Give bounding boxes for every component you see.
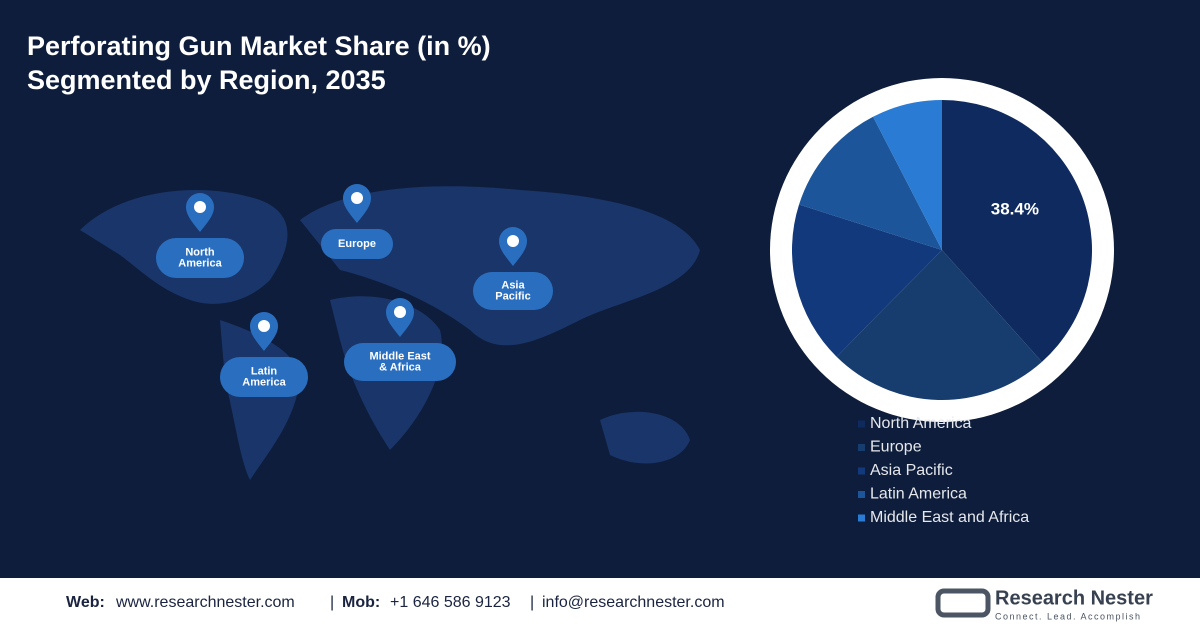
region-label: Asia [501,279,525,291]
pie-slice [799,116,942,250]
footer-contacts: Web: www.researchnester.com | Mob: +1 64… [66,594,725,611]
chart-subtitle: Segmented by Region, 2035 [27,65,386,95]
footer-email: info@researchnester.com [542,594,725,611]
footer-mob: +1 646 586 9123 [390,594,511,611]
region-pill [156,238,244,278]
legend-swatch [858,491,865,498]
region-label: Pacific [495,290,530,302]
region-pill [321,229,393,259]
data-label: 38.4% [991,200,1039,219]
legend-label: Latin America [870,486,967,503]
legend-label: Asia Pacific [870,462,953,479]
pie-slice [873,100,942,250]
region-label: Europe [338,238,376,250]
footer-separator: | [330,594,334,611]
pie-slice [792,204,942,357]
footer-label: Web: [66,594,105,611]
region-label: America [178,257,222,269]
pin-dot [258,320,270,332]
region-label: Latin [251,365,278,377]
legend-label: North America [870,415,971,432]
pin-dot [194,201,206,213]
region-label: North [185,246,215,258]
legend-label: Middle East and Africa [870,509,1029,526]
legend-swatch [858,514,865,522]
pin-dot [351,192,363,204]
region-pill [473,272,553,310]
region-label: America [242,376,286,388]
region-label: Middle East [369,350,430,362]
brand: Research Nester [995,587,1153,609]
region-label: & Africa [379,361,422,373]
legend-label: Europe [870,439,922,456]
footer [0,578,1200,628]
pie-slice [942,100,1092,362]
legend-swatch [858,467,865,475]
logo-icon [935,588,991,618]
tagline: Connect. Lead. Accomplish [995,611,1142,621]
pin-dot [394,306,406,318]
legend-swatch [858,444,865,451]
chart-title: Perforating Gun Market Share (in %) [27,31,491,61]
footer-separator: | [530,594,534,611]
footer-label: Mob: [342,594,380,611]
region-pill [344,343,456,381]
legend-swatch [858,420,865,428]
pie-slice [836,250,1042,400]
region-pill [220,357,308,397]
footer-web: www.researchnester.com [115,594,295,611]
pin-dot [507,235,519,247]
